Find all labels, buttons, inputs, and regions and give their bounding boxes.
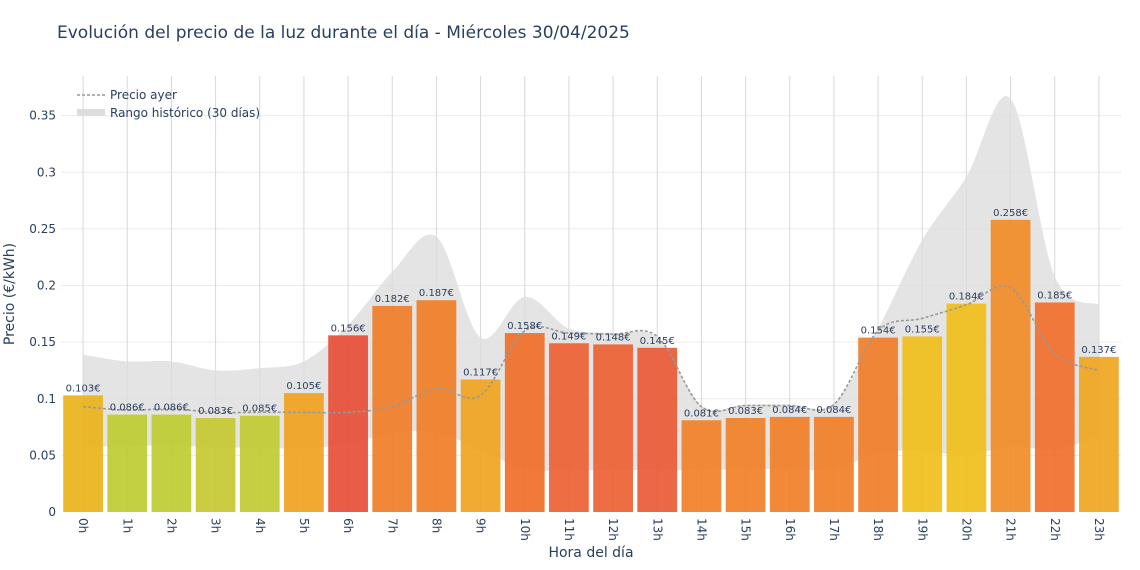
bar-label-16h: 0.084€: [772, 405, 807, 416]
x-tick-label: 16h: [783, 518, 797, 541]
x-tick-label: 1h: [120, 518, 134, 533]
bar-label-4h: 0.085€: [242, 404, 277, 415]
bars: [63, 219, 1119, 513]
yesterday-line: [83, 285, 1100, 414]
bar-16h[interactable]: [769, 416, 810, 512]
x-axis-ticks: 0h 1h 2h 3h 4h 5h 6h 7h 8h 9h 10h 11h 12h 13h 14h 15h 16…: [76, 518, 1106, 541]
y-axis-ticks: 0 0.05 0.1 0.15 0.2 0.25 0.3 0.35: [29, 109, 56, 519]
bar-label-9h: 0.117€: [463, 368, 498, 379]
bar-2h[interactable]: [151, 414, 192, 512]
y-tick-label: 0.1: [37, 392, 56, 406]
x-tick-label: 6h: [341, 518, 355, 533]
x-tick-label: 22h: [1048, 518, 1062, 541]
bar-label-22h: 0.185€: [1037, 290, 1072, 301]
x-tick-label: 21h: [1004, 518, 1018, 541]
bar-21h[interactable]: [990, 219, 1031, 513]
bar-label-20h: 0.184€: [949, 292, 984, 303]
bar-11h[interactable]: [549, 343, 589, 512]
x-tick-label: 23h: [1092, 518, 1106, 541]
bar-label-12h: 0.148€: [596, 332, 631, 343]
bar-5h[interactable]: [284, 393, 324, 512]
bar-22h[interactable]: [1034, 302, 1075, 512]
bar-label-17h: 0.084€: [816, 405, 851, 416]
x-tick-label: 14h: [694, 518, 708, 541]
bar-0h[interactable]: [63, 395, 103, 512]
historical-range-area: [83, 96, 1099, 471]
x-tick-label: 17h: [827, 518, 841, 541]
bar-label-13h: 0.145€: [640, 336, 675, 347]
bar-label-1h: 0.086€: [110, 403, 145, 414]
bar-10h[interactable]: [504, 333, 545, 512]
legend-range-label[interactable]: Rango histórico (30 días): [110, 106, 260, 120]
x-tick-label: 7h: [385, 518, 399, 533]
legend-range-swatch: [77, 109, 105, 116]
x-tick-label: 2h: [164, 518, 178, 533]
bar-label-0h: 0.103€: [66, 383, 101, 394]
y-tick-label: 0.05: [29, 448, 56, 462]
x-tick-label: 12h: [606, 518, 620, 541]
bar-label-21h: 0.258€: [993, 208, 1028, 219]
bar-19h[interactable]: [902, 336, 943, 512]
bar-value-labels: 0.103€ 0.086€ 0.086€ 0.083€ 0.085€ 0.105€ 0.15…: [66, 208, 1117, 419]
bar-23h[interactable]: [1079, 356, 1119, 512]
y-tick-label: 0.35: [29, 109, 56, 123]
bar-20h[interactable]: [946, 303, 987, 512]
chart-title: Evolución del precio de la luz durante e…: [57, 23, 630, 43]
y-tick-label: 0.3: [37, 165, 56, 179]
legend-yesterday-label[interactable]: Precio ayer: [110, 88, 177, 102]
bar-3h[interactable]: [195, 418, 236, 512]
bar-label-3h: 0.083€: [198, 406, 233, 417]
x-tick-label: 11h: [562, 518, 576, 541]
x-tick-label: 8h: [429, 518, 443, 533]
bar-label-19h: 0.155€: [905, 324, 940, 335]
bar-label-2h: 0.086€: [154, 403, 189, 414]
bar-6h[interactable]: [328, 335, 368, 512]
y-tick-label: 0.2: [37, 279, 56, 293]
bar-label-10h: 0.158€: [507, 321, 542, 332]
bar-label-7h: 0.182€: [375, 294, 410, 305]
y-tick-label: 0: [48, 505, 56, 519]
x-tick-label: 19h: [915, 518, 929, 541]
bar-label-18h: 0.154€: [861, 326, 896, 337]
x-tick-label: 18h: [871, 518, 885, 541]
bar-15h[interactable]: [725, 418, 766, 512]
x-tick-label: 4h: [253, 518, 267, 533]
bar-1h[interactable]: [107, 414, 148, 512]
bar-label-15h: 0.083€: [728, 406, 763, 417]
x-tick-label: 0h: [76, 518, 90, 533]
x-axis-title: Hora del día: [548, 545, 633, 561]
x-tick-label: 20h: [959, 518, 973, 541]
bar-12h[interactable]: [593, 344, 633, 512]
x-tick-label: 10h: [518, 518, 532, 541]
y-axis-title: Precio (€/kWh): [2, 243, 18, 345]
x-tick-label: 9h: [474, 518, 488, 533]
x-tick-label: 13h: [650, 518, 664, 541]
bar-label-23h: 0.137€: [1081, 345, 1116, 356]
y-tick-label: 0.25: [29, 222, 56, 236]
bar-label-6h: 0.156€: [331, 323, 366, 334]
historical-range-band: [83, 96, 1099, 471]
bar-label-11h: 0.149€: [551, 331, 586, 342]
x-tick-label: 5h: [297, 518, 311, 533]
bar-9h[interactable]: [460, 379, 501, 512]
x-tick-label: 3h: [209, 518, 223, 533]
bar-4h[interactable]: [239, 415, 280, 512]
bar-13h[interactable]: [637, 347, 678, 512]
bar-label-5h: 0.105€: [286, 381, 321, 392]
legend[interactable]: Precio ayer Rango histórico (30 días): [77, 88, 260, 120]
bar-14h[interactable]: [681, 420, 722, 512]
bar-17h[interactable]: [814, 416, 854, 512]
yesterday-price-line: [83, 285, 1100, 414]
bar-18h[interactable]: [858, 337, 898, 512]
x-tick-label: 15h: [739, 518, 753, 541]
y-tick-label: 0.15: [29, 335, 56, 349]
bar-8h[interactable]: [416, 300, 457, 512]
bar-label-8h: 0.187€: [419, 288, 454, 299]
bar-label-14h: 0.081€: [684, 408, 719, 419]
